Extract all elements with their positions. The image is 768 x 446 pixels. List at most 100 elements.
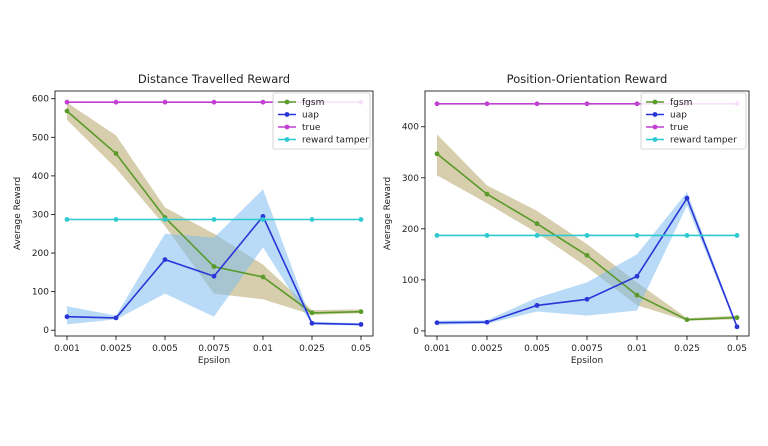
point-fgsm-4: [634, 292, 640, 298]
point-fgsm-4: [260, 274, 266, 280]
point-fgsm-1: [113, 151, 119, 156]
y-tick-label: 100: [32, 288, 49, 298]
point-true-4: [260, 99, 266, 105]
point-reward-tamper-6: [734, 233, 740, 238]
point-reward-tamper-2: [534, 233, 540, 238]
point-reward-tamper-4: [634, 233, 640, 238]
point-true-1: [484, 101, 490, 107]
x-tick-label: 0.0025: [471, 344, 503, 354]
point-uap-0: [434, 320, 440, 326]
legend-label-fgsm: fgsm: [670, 98, 692, 108]
y-axis-label: Average Reward: [383, 177, 393, 250]
point-uap-3: [584, 296, 590, 302]
band-uap: [67, 189, 361, 326]
x-tick-label: 0.05: [351, 344, 371, 354]
point-reward-tamper-0: [434, 233, 440, 238]
point-true-2: [534, 101, 540, 107]
band-uap: [437, 192, 737, 329]
point-fgsm-5: [684, 317, 690, 323]
legend-label-uap: uap: [302, 111, 319, 121]
x-axis-label: Epsilon: [198, 356, 230, 366]
point-fgsm-1: [484, 191, 490, 197]
legend: fgsm uap true reward tamper: [640, 92, 747, 150]
chart-title: Distance Travelled Reward: [138, 72, 290, 86]
point-reward-tamper-4: [260, 217, 266, 222]
y-tick-label: 300: [32, 210, 49, 220]
point-uap-2: [162, 257, 168, 263]
legend-marker: [652, 124, 658, 130]
legend-marker: [652, 112, 658, 117]
point-true-1: [113, 99, 119, 105]
legend-box: [272, 92, 371, 150]
point-uap-3: [211, 273, 217, 279]
point-uap-0: [64, 314, 70, 320]
point-uap-5: [309, 320, 315, 326]
chart-2: 0 100 200 300 400 0.001 0.0025 0.005 0.0075 0.01 0…: [383, 72, 750, 366]
legend: fgsm uap true reward tamper: [272, 92, 371, 150]
point-true-3: [584, 101, 590, 107]
y-tick-label: 500: [32, 133, 49, 143]
legend-label-uap: uap: [670, 111, 687, 121]
point-true-0: [434, 101, 440, 107]
point-fgsm-5: [309, 310, 315, 316]
x-tick-label: 0.0075: [198, 344, 230, 354]
y-tick-label: 0: [413, 327, 419, 337]
x-tick-label: 0.025: [299, 344, 325, 354]
point-true-3: [211, 99, 217, 105]
x-tick-label: 0.0025: [100, 344, 132, 354]
legend-marker: [284, 124, 290, 130]
point-reward-tamper-6: [358, 217, 364, 222]
point-uap-4: [634, 273, 640, 279]
point-uap-6: [358, 322, 364, 327]
y-tick-label: 100: [402, 276, 419, 286]
legend-label-fgsm: fgsm: [302, 98, 324, 108]
point-uap-2: [534, 302, 540, 308]
legend-label-reward-tamper: reward tamper: [302, 136, 369, 146]
x-tick-label: 0.025: [674, 344, 700, 354]
chart-title: Position-Orientation Reward: [507, 72, 668, 86]
point-reward-tamper-3: [211, 217, 217, 222]
x-tick-label: 0.005: [152, 344, 178, 354]
point-uap-5: [684, 195, 690, 201]
y-axis-label: Average Reward: [13, 177, 23, 250]
point-uap-6: [734, 324, 740, 330]
x-axis-label: Epsilon: [571, 356, 603, 366]
legend-marker: [652, 99, 658, 105]
chart-1: 0 100 200 300 400 500 600 0.001 0.0025 0.005 0.007…: [13, 72, 374, 366]
point-reward-tamper-5: [309, 217, 315, 222]
x-tick-label: 0.005: [524, 344, 550, 354]
legend-label-reward-tamper: reward tamper: [670, 136, 737, 146]
legend-label-true: true: [302, 123, 321, 133]
point-reward-tamper-1: [113, 217, 119, 222]
x-tick-label: 0.001: [54, 344, 80, 354]
y-tick-label: 400: [402, 123, 419, 133]
point-true-4: [634, 101, 640, 107]
point-reward-tamper-3: [584, 233, 590, 238]
legend-label-true: true: [670, 123, 689, 133]
y-tick-label: 300: [402, 174, 419, 184]
point-fgsm-0: [64, 108, 70, 114]
y-tick-label: 200: [402, 225, 419, 235]
point-fgsm-3: [584, 252, 590, 258]
point-fgsm-6: [358, 309, 364, 315]
point-uap-1: [113, 315, 119, 321]
legend-marker: [284, 99, 290, 105]
point-true-2: [162, 99, 168, 105]
y-tick-label: 600: [32, 95, 49, 105]
y-tick-label: 400: [32, 172, 49, 182]
legend-marker: [652, 137, 658, 142]
point-reward-tamper-1: [484, 233, 490, 238]
y-tick-label: 0: [43, 326, 49, 336]
y-tick-label: 200: [32, 249, 49, 259]
point-reward-tamper-0: [64, 217, 70, 222]
x-tick-label: 0.0075: [571, 344, 603, 354]
x-tick-label: 0.001: [424, 344, 450, 354]
legend-marker: [284, 112, 290, 117]
point-reward-tamper-5: [684, 233, 690, 238]
point-true-0: [64, 99, 70, 105]
legend-box: [640, 92, 747, 150]
point-fgsm-0: [434, 151, 440, 157]
point-uap-1: [484, 319, 490, 325]
point-fgsm-3: [211, 264, 217, 269]
